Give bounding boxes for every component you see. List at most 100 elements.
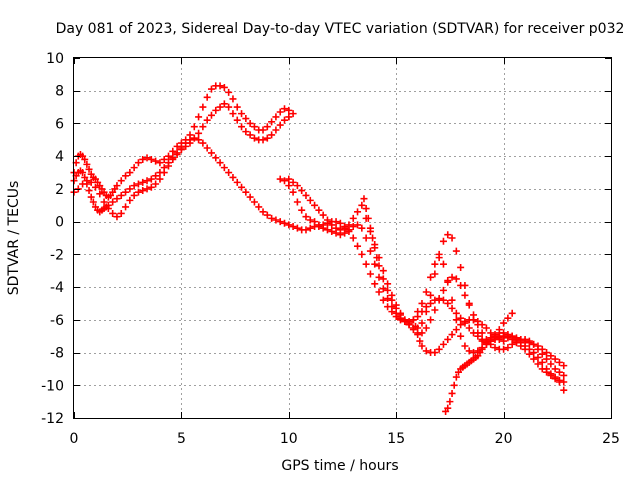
data-point-marker xyxy=(315,221,323,229)
data-point-marker xyxy=(152,180,160,188)
data-point-marker xyxy=(207,149,215,157)
data-point-marker xyxy=(242,115,250,123)
data-point-marker xyxy=(412,322,420,330)
data-point-marker xyxy=(366,270,374,278)
data-point-marker xyxy=(272,126,280,134)
data-point-marker xyxy=(199,139,207,147)
data-point-marker xyxy=(547,360,555,368)
data-point-marker xyxy=(427,299,435,307)
data-point-marker xyxy=(525,337,533,345)
data-point-marker xyxy=(117,177,125,185)
data-point-marker xyxy=(349,214,357,222)
data-point-marker xyxy=(216,103,224,111)
data-point-marker xyxy=(555,368,563,376)
data-point-marker xyxy=(293,198,301,206)
data-point-marker xyxy=(289,223,297,231)
data-point-marker xyxy=(478,337,486,345)
data-point-marker xyxy=(268,131,276,139)
data-point-marker xyxy=(87,178,95,186)
data-point-marker xyxy=(156,159,164,167)
data-point-marker xyxy=(452,316,460,324)
data-point-marker xyxy=(233,103,241,111)
data-point-marker xyxy=(457,314,465,322)
data-point-marker xyxy=(448,389,456,397)
data-point-marker xyxy=(134,159,142,167)
data-point-marker xyxy=(81,155,89,163)
data-point-marker xyxy=(117,191,125,199)
data-point-marker xyxy=(220,164,228,172)
x-tick-label: 25 xyxy=(602,431,620,447)
data-point-marker xyxy=(491,332,499,340)
data-point-marker xyxy=(306,196,314,204)
data-point-marker xyxy=(431,270,439,278)
data-point-marker xyxy=(173,151,181,159)
data-point-marker xyxy=(272,113,280,121)
data-point-marker xyxy=(242,188,250,196)
data-point-marker xyxy=(293,182,301,190)
y-tick-labels: 10 8 6 4 2 0 -2 -4 -6 -8 -10 -12 xyxy=(41,51,64,427)
data-point-marker xyxy=(315,206,323,214)
data-point-marker xyxy=(416,337,424,345)
data-point-marker xyxy=(255,203,263,211)
data-point-marker xyxy=(85,165,93,173)
data-point-marker xyxy=(285,106,293,114)
data-point-marker xyxy=(500,319,508,327)
data-point-marker xyxy=(427,316,435,324)
data-series xyxy=(70,82,297,201)
data-point-marker xyxy=(336,231,344,239)
data-point-marker xyxy=(302,226,310,234)
data-point-marker xyxy=(100,198,108,206)
data-point-marker xyxy=(384,295,392,303)
data-point-marker xyxy=(216,82,224,90)
data-point-marker xyxy=(263,211,271,219)
data-point-marker xyxy=(268,118,276,126)
data-point-marker xyxy=(89,198,97,206)
data-point-marker xyxy=(96,190,104,198)
data-point-marker xyxy=(259,136,267,144)
data-point-marker xyxy=(289,178,297,186)
data-point-marker xyxy=(431,260,439,268)
data-point-marker xyxy=(87,193,95,201)
data-point-marker xyxy=(160,169,168,177)
data-point-marker xyxy=(388,296,396,304)
data-point-marker xyxy=(366,247,374,255)
data-point-marker xyxy=(435,254,443,262)
data-point-marker xyxy=(242,128,250,136)
data-point-marker xyxy=(560,386,568,394)
y-tick-label: 4 xyxy=(55,149,64,165)
data-point-marker xyxy=(371,244,379,252)
data-point-marker xyxy=(362,205,370,213)
y-tick-label: -8 xyxy=(50,346,64,362)
data-point-marker xyxy=(474,317,482,325)
data-point-marker xyxy=(444,335,452,343)
data-point-marker xyxy=(186,139,194,147)
data-point-marker xyxy=(298,206,306,214)
data-point-marker xyxy=(375,273,383,281)
data-point-marker xyxy=(444,231,452,239)
data-point-marker xyxy=(345,226,353,234)
data-point-marker xyxy=(190,123,198,131)
data-point-marker xyxy=(143,177,151,185)
data-point-marker xyxy=(130,164,138,172)
data-point-marker xyxy=(534,353,542,361)
data-point-marker xyxy=(439,340,447,348)
y-tick-label: -6 xyxy=(50,313,64,329)
data-point-marker xyxy=(233,178,241,186)
data-point-marker xyxy=(199,123,207,131)
data-point-marker xyxy=(306,216,314,224)
data-point-marker xyxy=(216,159,224,167)
data-point-marker xyxy=(555,378,563,386)
data-point-marker xyxy=(465,324,473,332)
data-point-marker xyxy=(238,183,246,191)
data-point-marker xyxy=(487,337,495,345)
data-point-marker xyxy=(276,121,284,129)
data-point-marker xyxy=(362,234,370,242)
data-point-marker xyxy=(165,152,173,160)
data-point-marker xyxy=(126,196,134,204)
data-point-marker xyxy=(366,224,374,232)
data-point-marker xyxy=(452,326,460,334)
data-point-marker xyxy=(465,299,473,307)
data-point-marker xyxy=(152,157,160,165)
data-point-marker xyxy=(551,365,559,373)
data-point-marker xyxy=(165,162,173,170)
